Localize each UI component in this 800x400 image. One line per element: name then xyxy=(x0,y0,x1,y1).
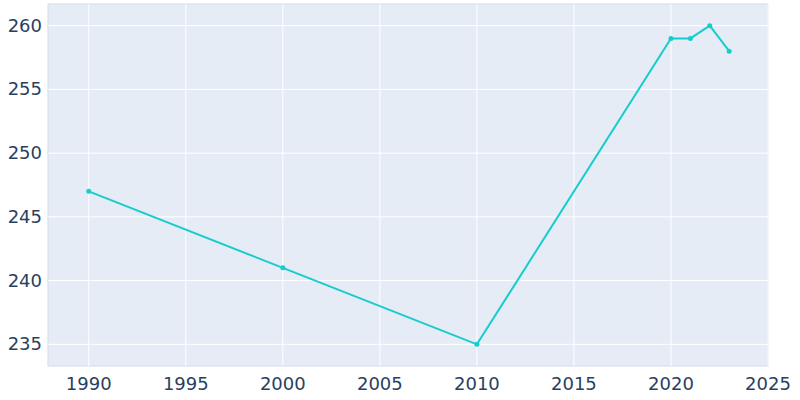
marker xyxy=(474,342,479,347)
x-tick-label: 2005 xyxy=(357,373,403,394)
y-grid-line xyxy=(48,153,768,154)
chart-container: 1990 1995 2000 2005 2010 2015 2020 2025 235 240 24… xyxy=(0,0,800,400)
data-group xyxy=(86,23,731,347)
plot-background xyxy=(48,4,768,366)
x-grid-line xyxy=(282,4,283,366)
marker xyxy=(688,36,693,41)
y-tick-label: 235 xyxy=(8,333,42,354)
x-grid-line xyxy=(768,4,769,366)
x-tick-label: 2020 xyxy=(648,373,694,394)
x-tick-label: 2015 xyxy=(551,373,597,394)
x-grid-line xyxy=(379,4,380,366)
x-tick-label: 2025 xyxy=(745,373,791,394)
x-tick-label: 1990 xyxy=(66,373,112,394)
x-grid-line xyxy=(185,4,186,366)
x-grid-line xyxy=(670,4,671,366)
y-tick-label: 260 xyxy=(8,15,42,36)
y-tick-label: 245 xyxy=(8,206,42,227)
x-tick-label: 1995 xyxy=(163,373,209,394)
y-grid-line xyxy=(48,344,768,345)
marker xyxy=(727,49,732,54)
marker xyxy=(280,265,285,270)
chart-svg: 1990 1995 2000 2005 2010 2015 2020 2025 235 240 24… xyxy=(0,0,800,400)
x-grid-line xyxy=(573,4,574,366)
marker xyxy=(86,189,91,194)
y-grid-line xyxy=(48,280,768,281)
y-grid-line xyxy=(48,89,768,90)
y-tick-label: 240 xyxy=(8,270,42,291)
y-tick-label: 250 xyxy=(8,142,42,163)
marker xyxy=(707,23,712,28)
x-grid-line xyxy=(476,4,477,366)
x-grid-line xyxy=(88,4,89,366)
x-tick-label: 2000 xyxy=(260,373,306,394)
line xyxy=(89,26,729,345)
y-tick-label: 255 xyxy=(8,78,42,99)
y-grid-line xyxy=(48,25,768,26)
x-tick-label: 2010 xyxy=(454,373,500,394)
marker xyxy=(668,36,673,41)
